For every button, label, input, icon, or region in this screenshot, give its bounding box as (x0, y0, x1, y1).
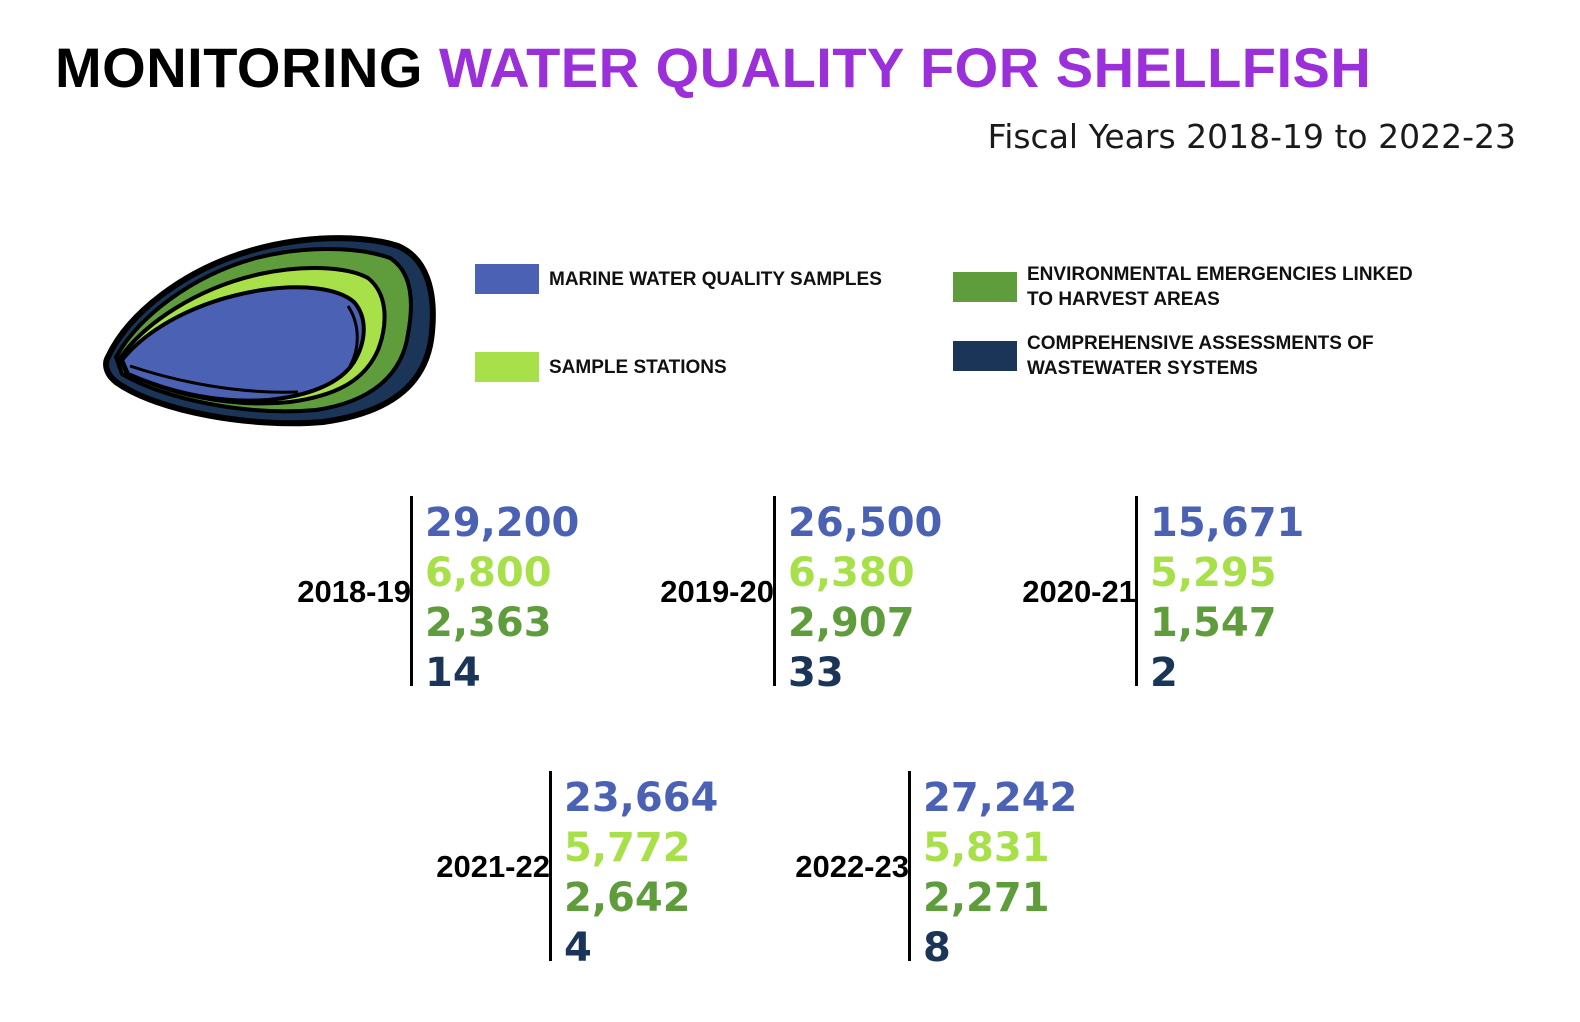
value-marine: 26,500 (788, 500, 943, 546)
value-emergencies: 2,363 (425, 600, 552, 646)
value-emergencies: 2,642 (564, 875, 691, 921)
year-block-2022-23: 2022-23 27,242 5,831 2,271 8 (774, 771, 1134, 971)
value-assessments: 2 (1150, 650, 1178, 696)
oyster-icon (103, 235, 436, 427)
value-marine: 27,242 (923, 775, 1078, 821)
value-stack: 26,500 6,380 2,907 33 (788, 498, 942, 698)
divider (1135, 496, 1138, 686)
year-label: 2022-23 (795, 849, 909, 884)
value-assessments: 14 (425, 650, 481, 696)
year-block-2018-19: 2018-19 29,200 6,800 2,363 14 (276, 496, 636, 696)
divider (773, 496, 776, 686)
legend-label-marine: MARINE WATER QUALITY SAMPLES (549, 268, 882, 290)
value-assessments: 33 (788, 650, 844, 696)
value-stack: 15,671 5,295 1,547 2 (1150, 498, 1304, 698)
year-label: 2020-21 (1022, 574, 1136, 609)
legend-label-stations: SAMPLE STATIONS (549, 356, 727, 378)
legend-swatch-emergencies (953, 272, 1017, 302)
value-stations: 5,772 (564, 825, 691, 871)
legend-item-emergencies: ENVIRONMENTAL EMERGENCIES LINKED TO HARV… (953, 262, 1413, 312)
value-marine: 15,671 (1150, 500, 1305, 546)
value-stack: 23,664 5,772 2,642 4 (564, 773, 718, 973)
value-assessments: 8 (923, 925, 951, 971)
legend-swatch-marine (475, 264, 539, 294)
chart-subtitle: Fiscal Years 2018-19 to 2022-23 (987, 117, 1516, 156)
legend-swatch-stations (475, 352, 539, 382)
title-part-2: WATER QUALITY FOR SHELLFISH (439, 36, 1372, 99)
value-marine: 29,200 (425, 500, 580, 546)
year-label: 2018-19 (297, 574, 411, 609)
year-block-2020-21: 2020-21 15,671 5,295 1,547 2 (1001, 496, 1361, 696)
chart-title: MONITORING WATER QUALITY FOR SHELLFISH (55, 40, 1371, 96)
title-part-1: MONITORING (55, 36, 423, 99)
year-block-2019-20: 2019-20 26,500 6,380 2,907 33 (639, 496, 999, 696)
value-stations: 5,295 (1150, 550, 1277, 596)
legend-label-emergencies: ENVIRONMENTAL EMERGENCIES LINKED TO HARV… (1027, 264, 1413, 310)
value-stations: 6,380 (788, 550, 915, 596)
value-stack: 29,200 6,800 2,363 14 (425, 498, 579, 698)
divider (908, 771, 911, 961)
value-marine: 23,664 (564, 775, 719, 821)
legend-label-assessments: COMPREHENSIVE ASSESSMENTS OF WASTEWATER … (1027, 333, 1374, 379)
year-block-2021-22: 2021-22 23,664 5,772 2,642 4 (415, 771, 775, 971)
value-stack: 27,242 5,831 2,271 8 (923, 773, 1077, 973)
value-stations: 6,800 (425, 550, 552, 596)
divider (410, 496, 413, 686)
divider (549, 771, 552, 961)
value-stations: 5,831 (923, 825, 1050, 871)
year-label: 2019-20 (660, 574, 774, 609)
value-emergencies: 2,271 (923, 875, 1050, 921)
value-assessments: 4 (564, 925, 592, 971)
legend-item-stations: SAMPLE STATIONS (475, 352, 727, 382)
value-emergencies: 2,907 (788, 600, 915, 646)
legend-item-marine: MARINE WATER QUALITY SAMPLES (475, 264, 882, 294)
legend-swatch-assessments (953, 341, 1017, 371)
value-emergencies: 1,547 (1150, 600, 1277, 646)
year-label: 2021-22 (436, 849, 550, 884)
legend-item-assessments: COMPREHENSIVE ASSESSMENTS OF WASTEWATER … (953, 331, 1374, 381)
